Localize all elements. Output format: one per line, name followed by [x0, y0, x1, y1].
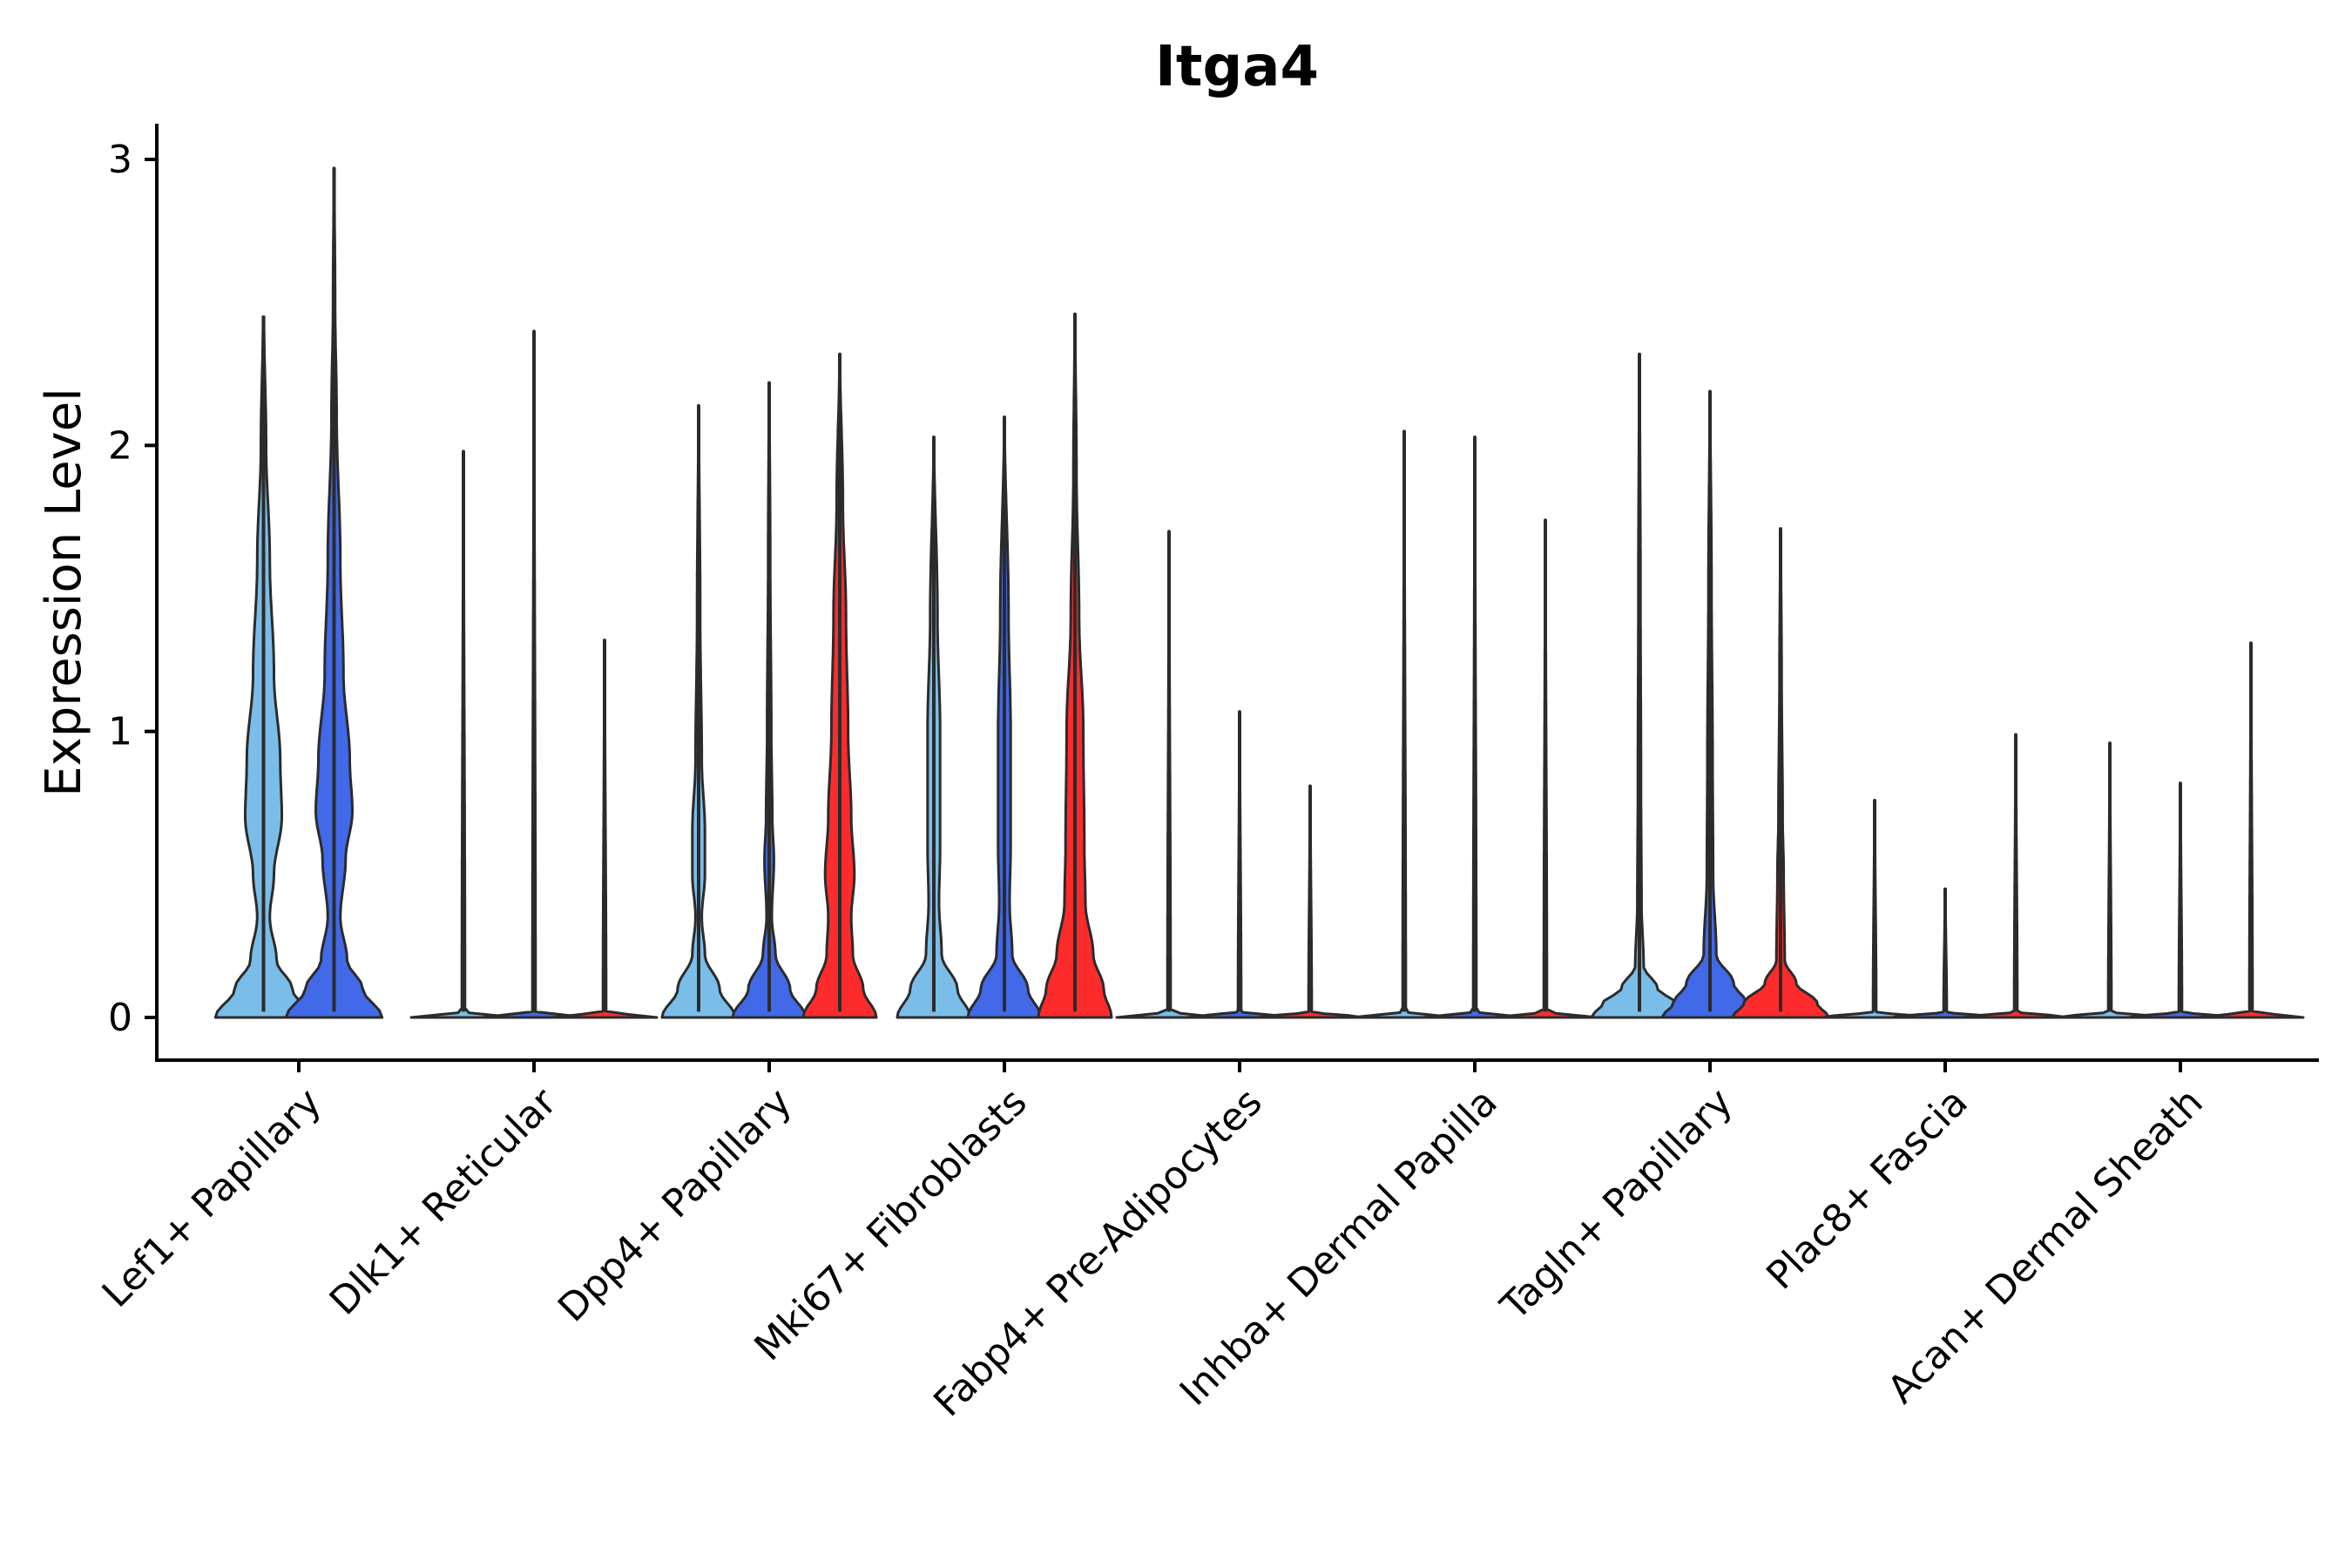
plot-area — [213, 166, 2305, 1019]
violin-group — [2056, 641, 2305, 1019]
violin-group — [1350, 429, 1599, 1019]
y-axis-label: Expression Level — [36, 388, 92, 797]
y-tick-label: 0 — [108, 996, 132, 1040]
violin-group — [1590, 352, 1830, 1019]
y-axis: 0 1 2 3 — [108, 138, 157, 1040]
y-tick-label: 3 — [108, 138, 132, 182]
x-tick-label: Lef1+ Papillary — [94, 1080, 330, 1316]
violin-group — [1115, 530, 1364, 1019]
x-tick-label: Tagln+ Papillary — [1492, 1080, 1741, 1329]
violin-group — [1821, 733, 2070, 1019]
chart-title: Itga4 — [1155, 35, 1319, 99]
x-tick-label: Dpp4+ Papillary — [550, 1080, 801, 1331]
violin-group — [409, 329, 659, 1019]
violin-group — [896, 312, 1113, 1019]
y-tick-label: 2 — [108, 423, 132, 468]
y-tick-label: 1 — [108, 710, 132, 754]
violin-group — [660, 352, 878, 1019]
x-tick-label: Dlk1+ Reticular — [321, 1079, 566, 1324]
violin-group — [213, 166, 384, 1019]
x-tick-label: Plac8+ Fascia — [1758, 1080, 1977, 1299]
